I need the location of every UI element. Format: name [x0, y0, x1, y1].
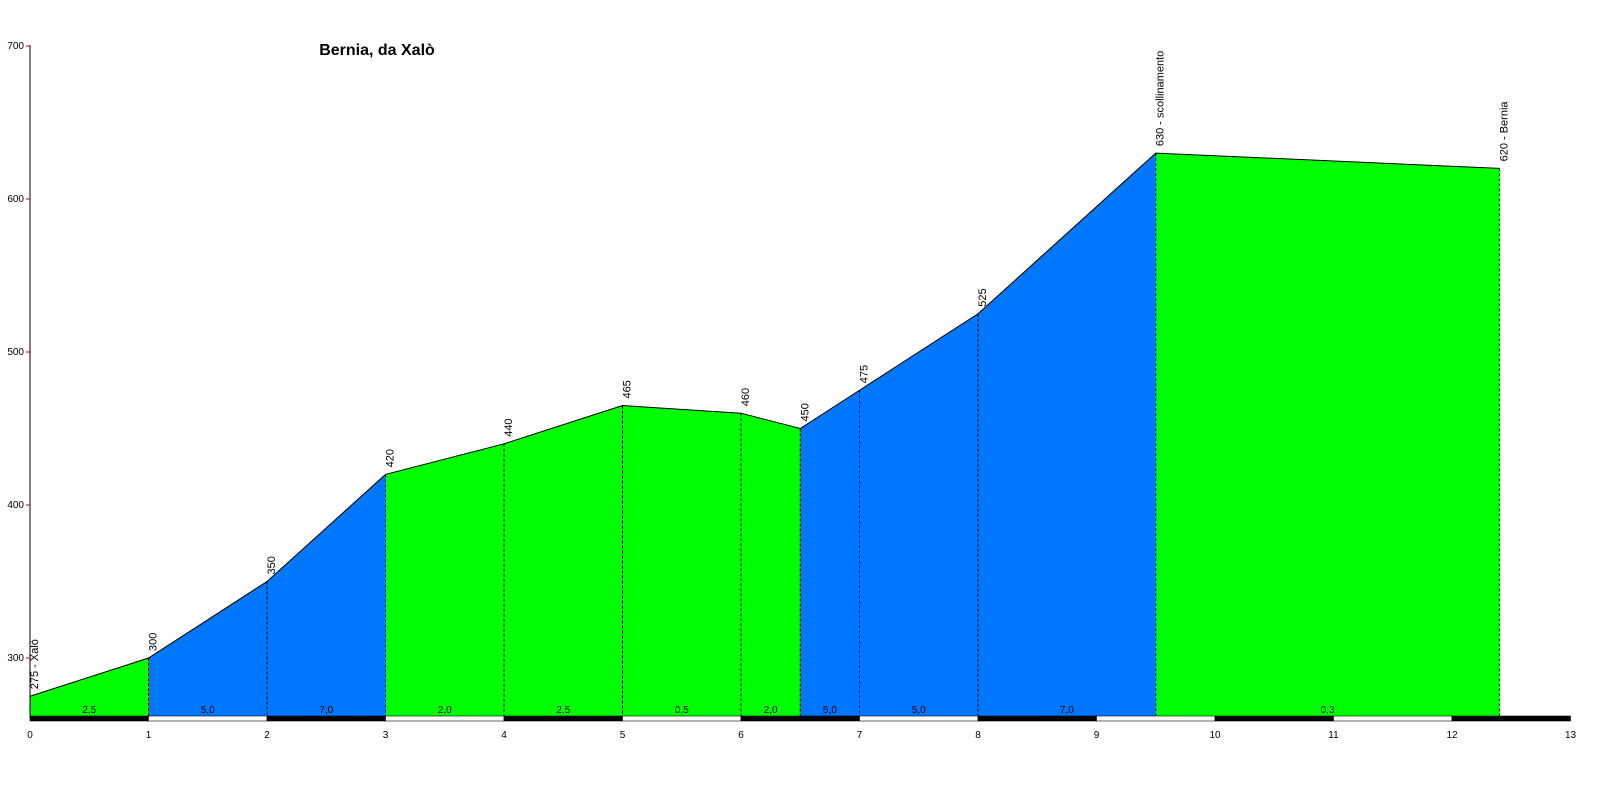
x-tick-label-4: 4	[501, 730, 507, 741]
point-label-6: 460	[740, 388, 752, 406]
scale-bar-km-10	[1214, 715, 1334, 722]
gradient-label-9: 7,0	[1060, 705, 1074, 716]
y-tick-label-500: 500	[7, 347, 24, 358]
profile-segment-0	[30, 658, 149, 716]
scale-bar-km-2	[266, 715, 386, 722]
x-tick-label-3: 3	[383, 730, 389, 741]
chart-title: Bernia, da Xalò	[319, 42, 435, 59]
scale-bar-km-12	[1451, 715, 1571, 722]
point-label-5: 465	[622, 380, 634, 398]
point-label-0: 275 - Xalò	[29, 639, 41, 689]
x-tick-label-0: 0	[27, 730, 33, 741]
point-label-11: 620 - Bernia	[1498, 101, 1510, 162]
x-tick-label-5: 5	[620, 730, 626, 741]
gradient-label-7: 5,0	[823, 705, 837, 716]
scale-bar-km-0	[29, 715, 149, 722]
x-tick-label-2: 2	[264, 730, 270, 741]
profile-segments	[29, 152, 1500, 717]
profile-outline	[29, 152, 1500, 697]
y-tick-label-600: 600	[7, 194, 24, 205]
gradient-label-8: 5,0	[912, 705, 926, 716]
scale-bar-km-9	[1096, 715, 1216, 722]
x-tick-label-6: 6	[738, 730, 744, 741]
scale-bar-km-1	[148, 715, 268, 722]
x-tick-label-7: 7	[857, 730, 863, 741]
gradient-label-3: 2,0	[438, 705, 452, 716]
x-tick-label-10: 10	[1209, 730, 1221, 741]
x-tick-label-13: 13	[1565, 730, 1577, 741]
x-tick-labels: 0 1 2 3 4 5 6 7 8 9 10 11 12 13	[27, 730, 1576, 741]
x-tick-label-11: 11	[1328, 730, 1339, 741]
x-tick-label-1: 1	[146, 730, 152, 741]
gradient-label-5: 0,5	[675, 705, 689, 716]
segment-dividers	[148, 153, 1500, 716]
point-elevation-labels: 275 - Xalò 300 350 420 440 465 460 450 475 525 630…	[29, 51, 1510, 690]
profile-segment-7	[800, 390, 860, 716]
distance-scale-bar	[29, 715, 1571, 722]
profile-segment-9	[978, 153, 1156, 717]
gradient-label-0: 2,5	[82, 705, 96, 716]
gradient-label-6: 2,0	[764, 705, 778, 716]
chart-axes	[26, 45, 31, 718]
gradient-label-10: 0,3	[1321, 705, 1335, 716]
point-label-3: 420	[385, 449, 397, 467]
scale-bar-km-11	[1333, 715, 1453, 722]
x-tick-label-12: 12	[1446, 730, 1458, 741]
x-tick-label-9: 9	[1094, 730, 1100, 741]
point-label-8: 475	[859, 365, 871, 383]
gradient-label-1: 5,0	[201, 705, 215, 716]
gradient-labels: 2,5 5,0 7,0 2,0 2,5 0,5 2,0 5,0 5,0 7,0 0,3	[82, 705, 1335, 716]
point-label-1: 300	[148, 633, 160, 651]
profile-segment-4	[504, 405, 623, 716]
scale-bar-km-4	[503, 715, 623, 722]
y-tick-label-300: 300	[7, 653, 24, 664]
point-label-10: 630 - scollinamento	[1155, 51, 1167, 146]
scale-bar-km-5	[622, 715, 742, 722]
gradient-label-4: 2,5	[556, 705, 570, 716]
scale-bar-km-8	[977, 715, 1097, 722]
point-label-2: 350	[266, 556, 278, 574]
profile-segment-10	[1155, 153, 1500, 717]
scale-bar-km-6	[740, 715, 860, 722]
scale-bar-km-3	[385, 715, 505, 722]
profile-segment-2	[267, 474, 386, 716]
x-tick-label-8: 8	[975, 730, 981, 741]
point-label-4: 440	[503, 418, 515, 436]
profile-segment-3	[385, 443, 504, 716]
point-label-9: 525	[977, 288, 989, 306]
profile-segment-8	[859, 313, 978, 716]
point-label-7: 450	[799, 403, 811, 421]
y-tick-label-400: 400	[7, 500, 24, 511]
profile-segment-6	[741, 413, 801, 716]
scale-bar-km-7	[859, 715, 979, 722]
y-tick-labels: 300 400 500 600 700	[7, 41, 24, 664]
profile-segment-5	[622, 405, 741, 716]
y-tick-label-700: 700	[7, 41, 24, 52]
gradient-label-2: 7,0	[319, 705, 333, 716]
profile-segment-1	[148, 581, 267, 716]
